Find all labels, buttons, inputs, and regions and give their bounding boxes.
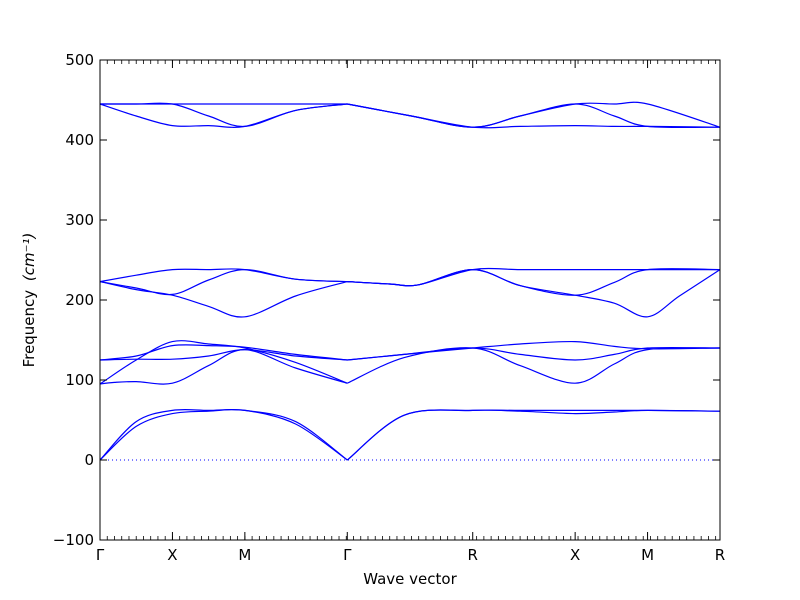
x-tick-label: M: [641, 546, 654, 564]
y-axis-label-text: Frequency: [20, 290, 38, 368]
x-tick-label: X: [570, 546, 580, 564]
dispersion-branch-12: [99, 281, 348, 318]
dispersion-branch-16: [347, 268, 721, 296]
dispersion-branch-21: [347, 103, 721, 129]
dispersion-branch-15: [347, 268, 721, 318]
x-axis-label: Wave vector: [363, 570, 457, 588]
y-axis-ticks: −100 0 100 200 300 400 500: [53, 51, 720, 549]
dispersion-branch-3: [346, 409, 721, 461]
plot-frame: [99, 59, 721, 541]
y-tick-label: 200: [65, 291, 94, 309]
x-tick-label: M: [238, 546, 251, 564]
dispersion-branch-5: [99, 348, 348, 385]
dispersion-branch-14: [99, 268, 348, 283]
dispersion-branch-19: [99, 102, 348, 128]
dispersion-branch-6: [99, 340, 348, 385]
y-tick-label: 100: [65, 371, 94, 389]
dispersion-branch-17: [347, 267, 720, 287]
y-tick-label: 300: [65, 211, 94, 229]
dispersion-branch-11: [347, 340, 721, 361]
dispersion-branch-7: [99, 348, 348, 361]
dispersion-branch-2: [99, 408, 348, 461]
x-tick-label: Γ: [343, 546, 352, 564]
x-tick-label: Γ: [96, 546, 105, 564]
x-tick-label: R: [468, 546, 478, 564]
series-layer: [99, 101, 721, 461]
dispersion-branch-4: [346, 409, 721, 461]
y-tick-label: 400: [65, 131, 94, 149]
dispersion-branch-23: [347, 103, 721, 129]
x-tick-label: R: [715, 546, 725, 564]
dispersion-branch-1: [99, 408, 348, 461]
dispersion-branch-8: [99, 344, 348, 361]
y-axis-label-unit: (cm⁻¹): [20, 233, 38, 282]
dispersion-branch-13: [99, 268, 348, 296]
y-tick-label: 500: [65, 51, 94, 69]
x-tick-label: X: [167, 546, 177, 564]
y-axis-label: Frequency (cm⁻¹): [20, 233, 38, 368]
y-tick-label: 0: [84, 451, 94, 469]
y-tick-label: −100: [53, 531, 94, 549]
dispersion-branch-9: [347, 347, 721, 384]
minor-tick-layer: [99, 60, 717, 540]
